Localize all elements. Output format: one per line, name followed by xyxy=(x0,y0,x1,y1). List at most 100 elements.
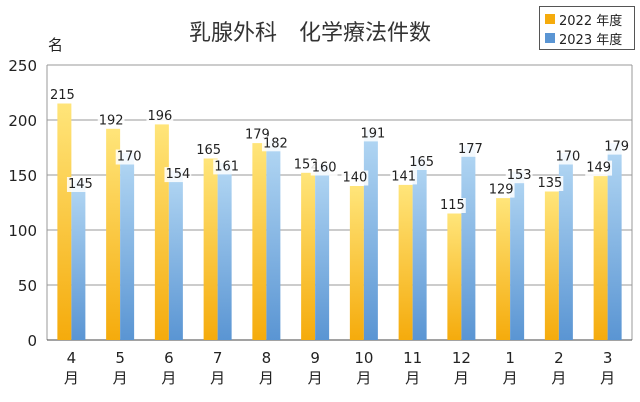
data-label-background xyxy=(585,160,613,176)
data-label-background xyxy=(261,136,289,152)
bar-2023 xyxy=(363,129,378,340)
y-axis-unit-label: 名 xyxy=(48,36,63,54)
x-tick-label-month: 11 xyxy=(403,349,422,367)
data-label: 141 xyxy=(391,169,416,184)
data-label-background xyxy=(195,143,223,158)
data-label: 145 xyxy=(68,177,93,192)
x-tick-label-unit: 月 xyxy=(161,369,176,387)
data-label-background xyxy=(115,149,143,165)
data-label-background xyxy=(408,155,436,170)
data-label: 115 xyxy=(440,198,465,213)
legend-label-2023: 2023 年度 xyxy=(559,32,623,48)
x-tick-label-unit: 月 xyxy=(454,369,469,387)
data-label: 154 xyxy=(165,167,190,182)
data-label-background xyxy=(487,182,515,198)
data-label-background xyxy=(505,168,533,184)
x-tick-label-unit: 月 xyxy=(308,369,323,387)
x-tick-label-unit: 月 xyxy=(356,369,371,387)
data-label: 140 xyxy=(342,171,367,186)
data-label: 196 xyxy=(147,109,172,124)
data-label: 129 xyxy=(489,183,514,198)
x-tick-label-unit: 月 xyxy=(405,369,420,387)
bar-2022 xyxy=(203,158,218,340)
bar-2023 xyxy=(266,139,281,340)
data-label-background xyxy=(603,139,631,155)
bar-2022 xyxy=(57,103,72,340)
y-tick-label: 250 xyxy=(8,57,37,75)
data-label-background xyxy=(359,126,387,142)
y-tick-label: 0 xyxy=(27,332,37,350)
legend-swatch-2022 xyxy=(545,14,555,24)
data-label-background xyxy=(536,176,564,191)
y-tick-label: 200 xyxy=(8,112,37,130)
data-label-background xyxy=(341,170,369,186)
data-label-background xyxy=(554,149,582,165)
bar-2022 xyxy=(154,124,169,341)
bar-2023 xyxy=(71,180,86,340)
bar-2022 xyxy=(106,128,121,340)
bar-2022 xyxy=(252,143,267,340)
bar-2023 xyxy=(558,153,573,340)
data-label: 165 xyxy=(409,155,434,170)
x-tick-label-month: 5 xyxy=(115,349,125,367)
data-label-background xyxy=(164,167,192,183)
bar-2023 xyxy=(168,170,183,340)
data-label-background xyxy=(146,108,174,124)
x-tick-label-month: 1 xyxy=(505,349,515,367)
data-label: 153 xyxy=(507,168,532,183)
bar-2022 xyxy=(398,184,413,340)
data-label-background xyxy=(438,198,466,213)
data-label: 170 xyxy=(555,150,580,165)
x-tick-label-month: 9 xyxy=(310,349,320,367)
x-tick-label-month: 12 xyxy=(452,349,471,367)
bar-2022 xyxy=(544,191,559,340)
data-label-background xyxy=(48,88,76,103)
data-label-background xyxy=(456,141,484,157)
bar-2023 xyxy=(607,143,622,340)
y-tick-label: 100 xyxy=(8,222,37,240)
y-tick-label: 150 xyxy=(8,167,37,185)
x-tick-label-unit: 月 xyxy=(259,369,274,387)
x-tick-label-unit: 月 xyxy=(210,369,225,387)
x-tick-label-unit: 月 xyxy=(113,369,128,387)
x-tick-label-month: 8 xyxy=(262,349,272,367)
chart-legend: 2022 年度 2023 年度 xyxy=(539,6,635,50)
data-label: 191 xyxy=(360,126,385,141)
legend-item-2022: 2022 年度 xyxy=(545,10,623,29)
data-label-background xyxy=(213,159,241,175)
data-label-background xyxy=(97,113,125,129)
bar-2022 xyxy=(349,186,364,340)
data-label: 170 xyxy=(117,150,142,165)
bar-2023 xyxy=(510,171,525,340)
data-label: 182 xyxy=(263,136,288,151)
legend-swatch-2023 xyxy=(545,33,555,43)
legend-label-2022: 2022 年度 xyxy=(559,13,623,29)
bar-2022 xyxy=(496,198,511,340)
bar-2023 xyxy=(120,153,135,340)
y-tick-label: 50 xyxy=(18,277,37,295)
x-tick-label-month: 4 xyxy=(67,349,77,367)
data-label-background xyxy=(310,160,338,176)
bar-2022 xyxy=(593,176,608,340)
x-tick-label-month: 3 xyxy=(603,349,613,367)
data-label: 149 xyxy=(586,161,611,176)
data-label: 160 xyxy=(312,161,337,176)
data-label: 177 xyxy=(458,142,483,157)
data-label: 161 xyxy=(214,159,239,174)
x-tick-label-month: 6 xyxy=(164,349,174,367)
bar-2022 xyxy=(447,213,462,340)
x-tick-label-unit: 月 xyxy=(503,369,518,387)
x-tick-label-unit: 月 xyxy=(64,369,79,387)
data-label: 135 xyxy=(537,176,562,191)
bar-2023 xyxy=(315,164,330,340)
x-tick-label-month: 2 xyxy=(554,349,564,367)
x-tick-label-month: 10 xyxy=(354,349,373,367)
bar-2022 xyxy=(301,172,316,340)
chart-title: 乳腺外科 化学療法件数 xyxy=(189,21,431,46)
legend-item-2023: 2023 年度 xyxy=(545,29,623,48)
data-label-background xyxy=(66,177,94,192)
data-label: 215 xyxy=(50,88,75,103)
bar-2023 xyxy=(217,162,232,340)
bar-2023 xyxy=(412,158,427,340)
